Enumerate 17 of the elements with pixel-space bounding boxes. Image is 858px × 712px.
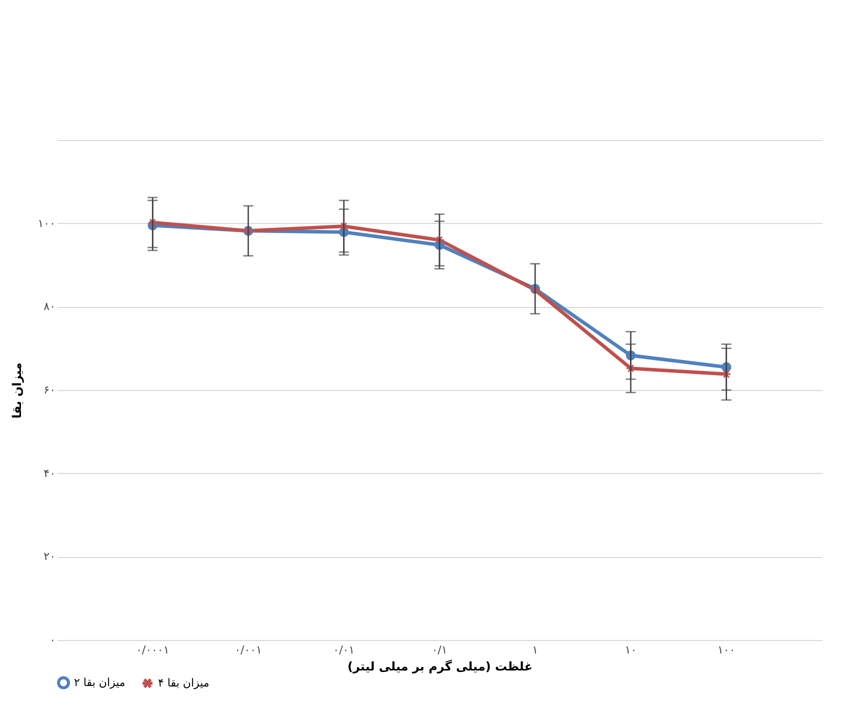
x-tick-label: ۰/۰۰۰۱ [136, 644, 170, 656]
x-tick-label: ۰/۰۰۱ [234, 644, 262, 656]
y-tick-label: ۸۰ [44, 300, 56, 314]
x-tick-label: ۱۰ [624, 644, 637, 656]
y-tick-label: ۰ [50, 634, 56, 646]
y-axis-title: میزان بقا [10, 362, 24, 418]
x-tick-label: ۰/۰۱ [333, 644, 355, 656]
y-tick-label: ۱۰۰ [38, 216, 56, 230]
x-tick-label: ۱۰۰ [718, 644, 736, 656]
y-tick-label: ۴۰ [44, 466, 56, 480]
x-tick-label: ۱ [532, 644, 538, 656]
y-tick-label: ۶۰ [44, 384, 56, 396]
y-tick-label: ۲۰ [44, 550, 56, 564]
x-tick-label: ۰/۱ [432, 644, 448, 656]
x-axis-title: غلظت (میلی گرم بر میلی لیتر) [347, 660, 533, 674]
legend-label: میزان بقا ۴ [158, 676, 210, 690]
legend-label: میزان بقا ۲ [74, 676, 126, 689]
